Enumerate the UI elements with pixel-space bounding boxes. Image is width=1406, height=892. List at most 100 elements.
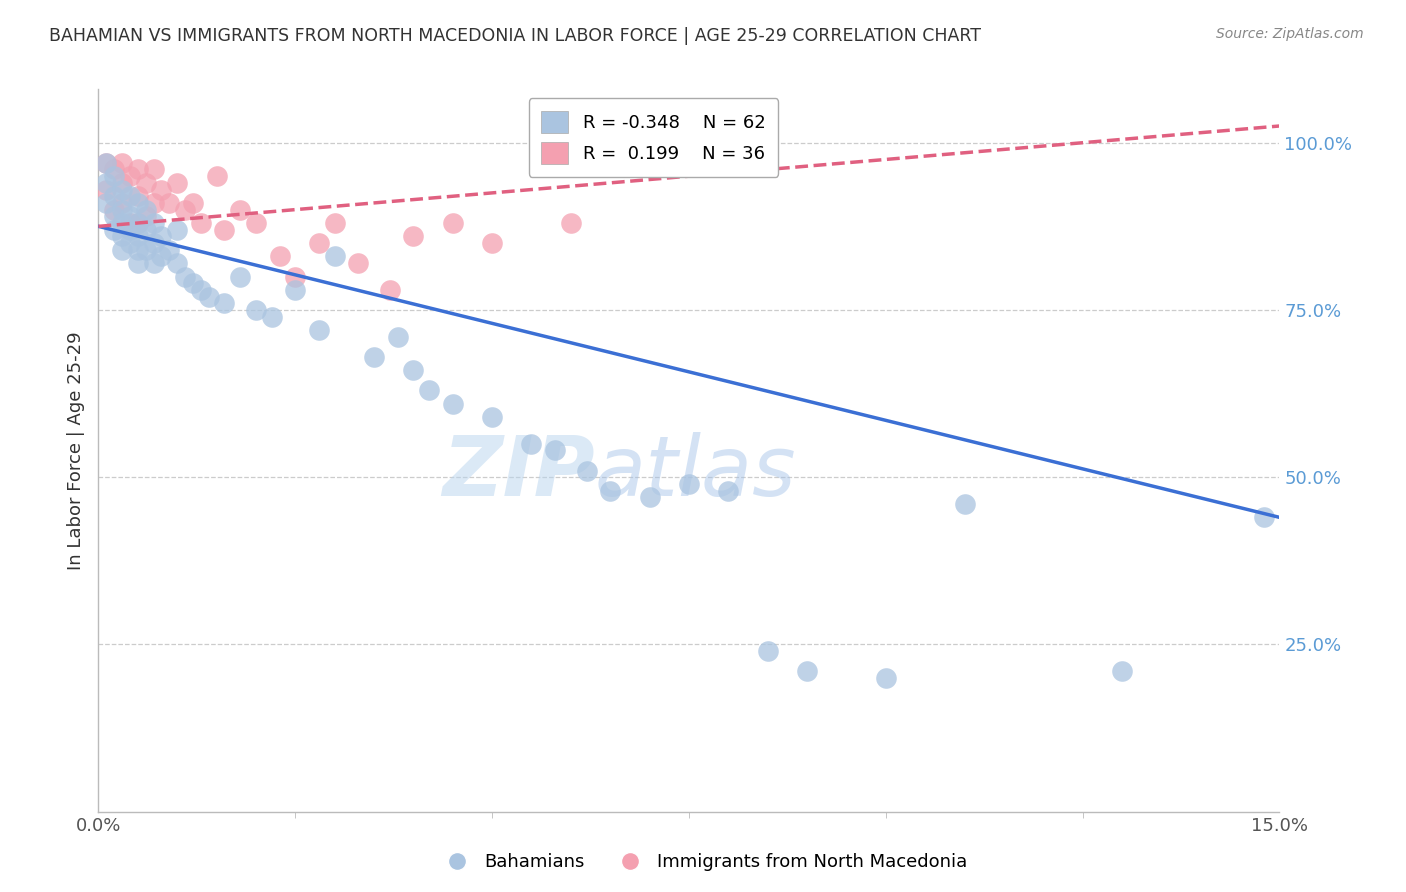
Point bbox=[260, 310, 283, 324]
Point bbox=[166, 256, 188, 270]
Point bbox=[284, 283, 307, 297]
Point bbox=[599, 483, 621, 498]
Text: atlas: atlas bbox=[595, 432, 796, 513]
Point bbox=[150, 229, 173, 244]
Point bbox=[142, 195, 165, 210]
Legend: Bahamians, Immigrants from North Macedonia: Bahamians, Immigrants from North Macedon… bbox=[432, 847, 974, 879]
Point bbox=[96, 182, 118, 196]
Point bbox=[953, 497, 976, 511]
Point bbox=[197, 289, 219, 303]
Point bbox=[402, 229, 425, 244]
Y-axis label: In Labor Force | Age 25-29: In Labor Force | Age 25-29 bbox=[66, 331, 84, 570]
Point bbox=[118, 189, 141, 203]
Point bbox=[544, 443, 567, 458]
Point bbox=[150, 250, 173, 264]
Point bbox=[103, 189, 125, 203]
Point bbox=[111, 216, 134, 230]
Point bbox=[481, 236, 503, 251]
Point bbox=[190, 216, 212, 230]
Point bbox=[157, 243, 180, 257]
Point bbox=[481, 410, 503, 425]
Point bbox=[378, 283, 401, 297]
Point bbox=[127, 195, 149, 210]
Point bbox=[142, 236, 165, 251]
Point bbox=[214, 296, 236, 310]
Point bbox=[402, 363, 425, 377]
Point bbox=[717, 483, 740, 498]
Point bbox=[118, 236, 141, 251]
Point bbox=[111, 243, 134, 257]
Point bbox=[174, 202, 197, 217]
Point bbox=[111, 202, 134, 217]
Point bbox=[150, 182, 173, 196]
Point bbox=[796, 664, 818, 679]
Point bbox=[135, 243, 157, 257]
Point bbox=[127, 162, 149, 177]
Point bbox=[174, 269, 197, 284]
Point bbox=[756, 644, 779, 658]
Point bbox=[135, 210, 157, 224]
Point bbox=[135, 223, 157, 237]
Point bbox=[308, 236, 330, 251]
Point bbox=[103, 202, 125, 217]
Point bbox=[127, 216, 149, 230]
Point bbox=[229, 202, 252, 217]
Point bbox=[118, 216, 141, 230]
Point bbox=[678, 476, 700, 491]
Point bbox=[135, 202, 157, 217]
Point bbox=[103, 223, 125, 237]
Point bbox=[127, 216, 149, 230]
Point bbox=[111, 182, 134, 196]
Point bbox=[103, 169, 125, 184]
Point bbox=[520, 436, 543, 450]
Point bbox=[135, 176, 157, 190]
Point bbox=[638, 491, 661, 505]
Point bbox=[363, 350, 385, 364]
Point bbox=[96, 176, 118, 190]
Point bbox=[127, 256, 149, 270]
Point bbox=[142, 256, 165, 270]
Point bbox=[181, 277, 204, 291]
Point bbox=[875, 671, 897, 685]
Point bbox=[387, 330, 409, 344]
Point bbox=[284, 269, 307, 284]
Point bbox=[96, 195, 118, 210]
Point bbox=[111, 195, 134, 210]
Point bbox=[142, 216, 165, 230]
Point bbox=[142, 162, 165, 177]
Point bbox=[1253, 510, 1275, 524]
Point bbox=[166, 223, 188, 237]
Point bbox=[96, 156, 118, 170]
Point bbox=[441, 216, 464, 230]
Point bbox=[127, 243, 149, 257]
Point bbox=[157, 195, 180, 210]
Point bbox=[418, 384, 440, 398]
Point bbox=[214, 223, 236, 237]
Point bbox=[127, 229, 149, 244]
Point bbox=[96, 156, 118, 170]
Point bbox=[181, 195, 204, 210]
Point bbox=[118, 223, 141, 237]
Legend: R = -0.348    N = 62, R =  0.199    N = 36: R = -0.348 N = 62, R = 0.199 N = 36 bbox=[529, 98, 779, 177]
Point bbox=[229, 269, 252, 284]
Point bbox=[127, 189, 149, 203]
Point bbox=[323, 216, 346, 230]
Text: Source: ZipAtlas.com: Source: ZipAtlas.com bbox=[1216, 27, 1364, 41]
Point bbox=[111, 156, 134, 170]
Point bbox=[190, 283, 212, 297]
Point bbox=[347, 256, 370, 270]
Text: BAHAMIAN VS IMMIGRANTS FROM NORTH MACEDONIA IN LABOR FORCE | AGE 25-29 CORRELATI: BAHAMIAN VS IMMIGRANTS FROM NORTH MACEDO… bbox=[49, 27, 981, 45]
Point bbox=[111, 229, 134, 244]
Point bbox=[308, 323, 330, 337]
Point bbox=[118, 169, 141, 184]
Point bbox=[245, 303, 267, 318]
Point bbox=[323, 250, 346, 264]
Point bbox=[575, 464, 598, 478]
Point bbox=[166, 176, 188, 190]
Point bbox=[269, 250, 291, 264]
Point bbox=[245, 216, 267, 230]
Point bbox=[118, 210, 141, 224]
Point bbox=[441, 396, 464, 410]
Point bbox=[1111, 664, 1133, 679]
Point bbox=[111, 176, 134, 190]
